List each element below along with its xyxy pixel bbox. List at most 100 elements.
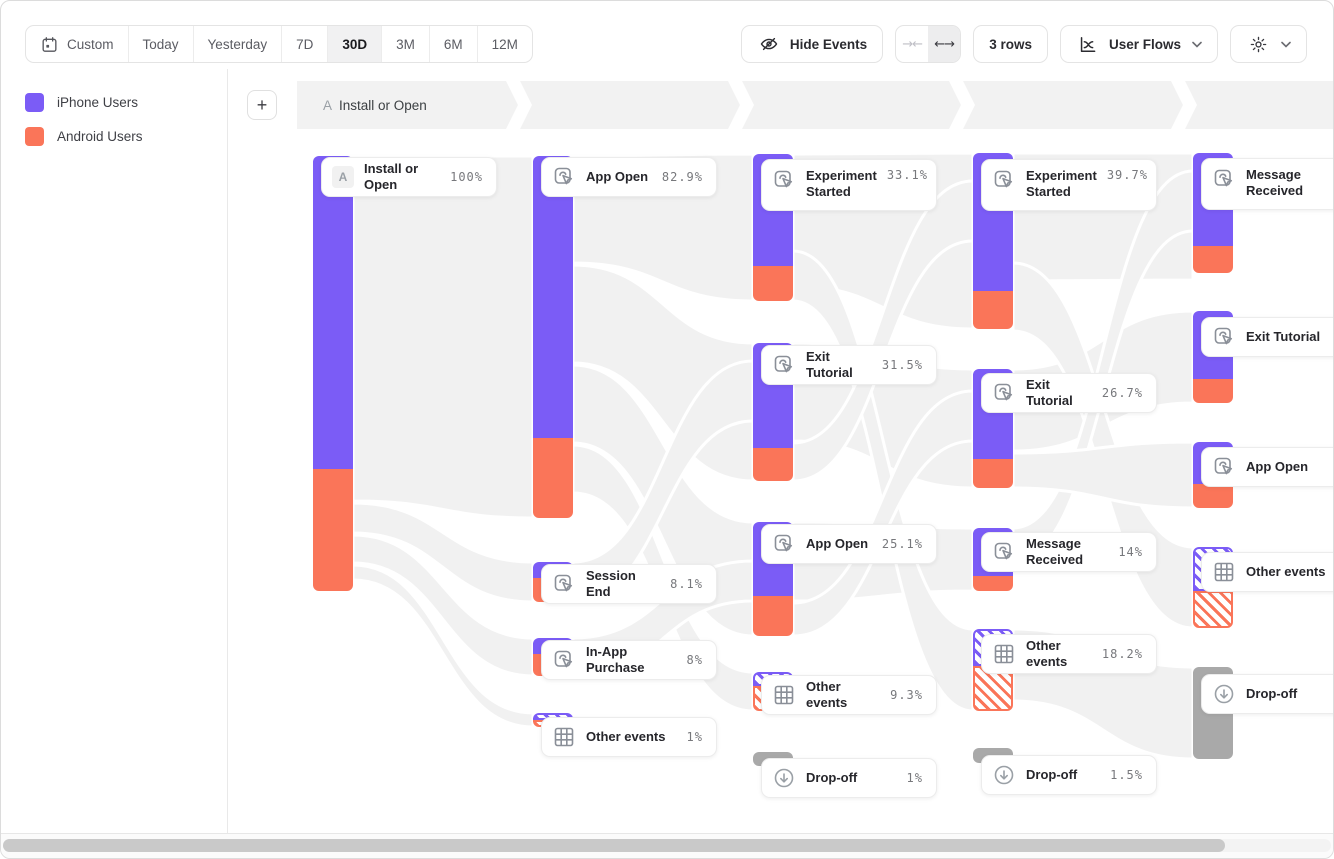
user-flows-icon: [1076, 32, 1100, 56]
node-label: Other events: [1246, 563, 1326, 579]
step-header-band: A Install or Open: [297, 81, 1333, 129]
collapse-columns-button[interactable]: →←: [902, 36, 923, 52]
date-range-12m[interactable]: 12M: [491, 36, 518, 52]
node-label: Message Received: [1026, 535, 1084, 567]
flow-node-card[interactable]: Drop-off: [1201, 674, 1333, 714]
node-label: Drop-off: [1246, 685, 1298, 701]
node-percentage: 26.7%: [1101, 386, 1143, 400]
bar-segment-orange: [973, 291, 1013, 329]
node-percentage: 39.7%: [1106, 168, 1148, 182]
toolbar: Custom Today Yesterday 7D 30D 3M 6M 12M Hide Ev…: [25, 25, 1307, 63]
settings-dropdown[interactable]: [1230, 25, 1307, 63]
node-percentage: 18.2%: [1101, 647, 1143, 661]
event-icon: [772, 353, 796, 377]
flow-node-card[interactable]: App Open 82.9%: [541, 157, 717, 197]
node-label: Other events: [586, 728, 666, 744]
flow-node-card[interactable]: Experiment Started 33.1%: [761, 159, 937, 211]
calendar-icon: [40, 35, 59, 54]
node-label: App Open: [586, 168, 649, 184]
flow-node-card[interactable]: In-App Purchase 8%: [541, 640, 717, 680]
bar-segment-purple: [533, 156, 573, 438]
node-label: In-App Purchase: [586, 643, 645, 675]
step-title: Install or Open: [339, 97, 427, 113]
date-range-today[interactable]: Today: [129, 26, 194, 62]
bar-segment-orange: [1193, 484, 1233, 508]
step-header-label[interactable]: A Install or Open: [323, 81, 427, 129]
flow-node-card[interactable]: App Open 25.1%: [761, 524, 937, 564]
node-label: Exit Tutorial: [806, 348, 853, 380]
node-label: Session End: [586, 567, 636, 599]
node-percentage: 82.9%: [661, 170, 703, 184]
node-label: App Open: [806, 535, 869, 551]
flow-node-card[interactable]: Drop-off 1.5%: [981, 755, 1157, 795]
event-icon: [772, 532, 796, 556]
node-percentage: 100%: [450, 170, 483, 184]
expand-columns-button[interactable]: ←→: [928, 26, 961, 62]
flow-node-card[interactable]: Message Received 14%: [981, 532, 1157, 572]
flow-node-card[interactable]: Session End 8.1%: [541, 564, 717, 604]
flow-node-card[interactable]: A Install or Open 100%: [321, 157, 497, 197]
flow-node-card[interactable]: App Open: [1201, 447, 1333, 487]
node-percentage: 1%: [906, 771, 923, 785]
legend-item[interactable]: Android Users: [25, 127, 143, 146]
view-type-dropdown[interactable]: User Flows: [1059, 25, 1218, 63]
flow-node-card[interactable]: Exit Tutorial: [1201, 317, 1333, 357]
step-chevron-icon: [506, 81, 532, 129]
event-icon: [992, 381, 1016, 405]
bar-segment-orange: [533, 438, 573, 518]
node-label: Experiment Started: [1026, 168, 1097, 200]
node-percentage: 1.5%: [1110, 768, 1143, 782]
event-icon: [552, 165, 576, 189]
flow-node-card[interactable]: Other events 9.3%: [761, 675, 937, 715]
step-chevron-icon: [728, 81, 754, 129]
date-range-yesterday[interactable]: Yesterday: [194, 26, 283, 62]
flow-node-card[interactable]: Exit Tutorial 26.7%: [981, 373, 1157, 413]
date-range-3m[interactable]: 3M: [382, 26, 430, 62]
flow-node-card[interactable]: Other events: [1201, 552, 1333, 592]
flow-node-card[interactable]: Other events 1%: [541, 717, 717, 757]
node-label: Other events: [1026, 637, 1068, 669]
bar-segment-orange: [1193, 246, 1233, 273]
rows-button[interactable]: 3 rows: [973, 25, 1048, 63]
node-percentage: 25.1%: [881, 537, 923, 551]
flow-node-bar[interactable]: [533, 156, 573, 518]
node-label: Message Received: [1246, 167, 1304, 199]
flow-node-bar[interactable]: [313, 156, 353, 591]
add-step-button[interactable]: +: [247, 90, 277, 120]
node-label: Drop-off: [1026, 766, 1078, 782]
date-range-7d[interactable]: 7D: [282, 26, 329, 62]
hide-events-button[interactable]: Hide Events: [740, 25, 884, 63]
node-label: App Open: [1246, 458, 1309, 474]
flow-node-card[interactable]: Other events 18.2%: [981, 634, 1157, 674]
other-events-icon: [772, 683, 796, 707]
step-badge: A: [323, 97, 333, 113]
event-icon: [1212, 325, 1236, 349]
canvas-bottom-border: [1, 833, 1333, 834]
date-range-6m[interactable]: 6M: [430, 26, 478, 62]
node-percentage: 9.3%: [890, 688, 923, 702]
bar-segment-purple: [313, 156, 353, 469]
scrollbar-thumb[interactable]: [3, 839, 1225, 852]
date-range-custom[interactable]: Custom: [26, 26, 129, 62]
bar-segment-orange: [1193, 591, 1233, 628]
series-legend: iPhone Users Android Users: [25, 93, 143, 146]
date-range-30d[interactable]: 30D: [328, 26, 383, 62]
node-label: Drop-off: [806, 769, 858, 785]
node-label: Experiment Started: [806, 168, 877, 200]
event-icon: [552, 648, 576, 672]
bar-segment-orange: [973, 576, 1013, 591]
node-percentage: 14%: [1118, 545, 1143, 559]
other-events-icon: [1212, 560, 1236, 584]
flow-node-card[interactable]: Message Received: [1201, 158, 1333, 210]
flow-node-card[interactable]: Experiment Started 39.7%: [981, 159, 1157, 211]
flow-node-card[interactable]: Drop-off 1%: [761, 758, 937, 798]
legend-label: iPhone Users: [57, 95, 139, 110]
legend-item[interactable]: iPhone Users: [25, 93, 143, 112]
node-percentage: 33.1%: [886, 168, 928, 182]
flow-node-bar[interactable]: [753, 343, 793, 481]
bar-segment-orange: [1193, 379, 1233, 403]
legend-swatch: [25, 127, 44, 146]
event-icon: [992, 168, 1016, 192]
flow-node-card[interactable]: Exit Tutorial 31.5%: [761, 345, 937, 385]
